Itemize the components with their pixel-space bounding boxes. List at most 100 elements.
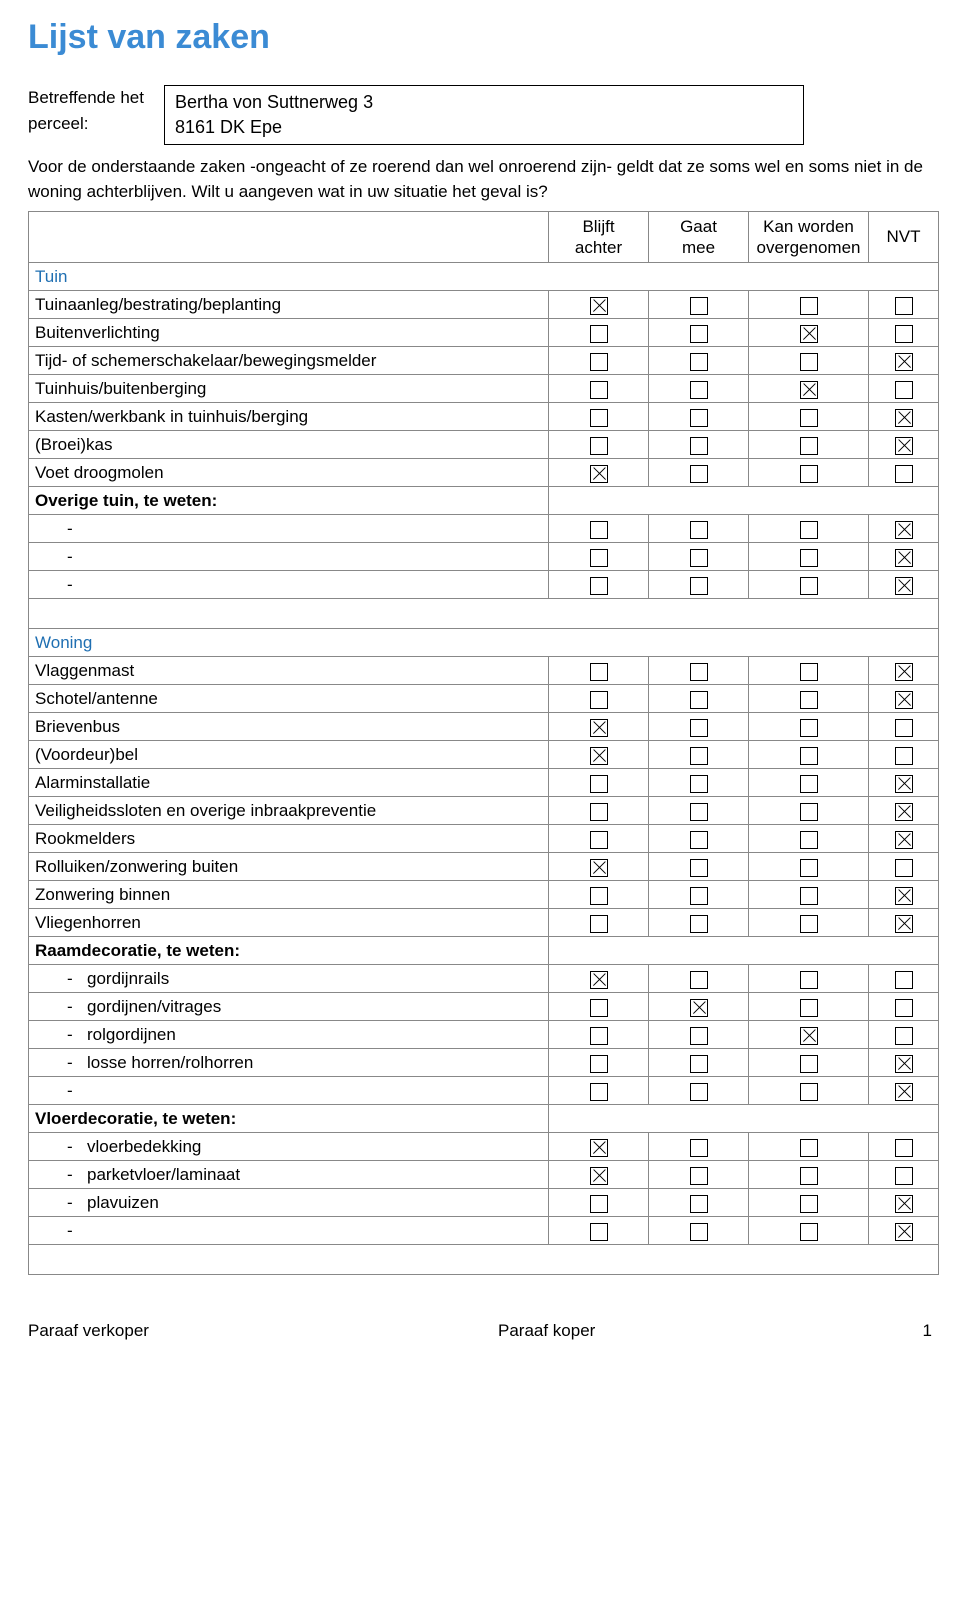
checkbox-unchecked[interactable] — [800, 1223, 818, 1241]
checkbox-unchecked[interactable] — [690, 663, 708, 681]
checkbox-unchecked[interactable] — [895, 971, 913, 989]
checkbox-unchecked[interactable] — [590, 325, 608, 343]
checkbox-unchecked[interactable] — [895, 859, 913, 877]
checkbox-unchecked[interactable] — [800, 803, 818, 821]
checkbox-checked[interactable] — [895, 803, 913, 821]
checkbox-checked[interactable] — [800, 325, 818, 343]
checkbox-checked[interactable] — [895, 577, 913, 595]
checkbox-unchecked[interactable] — [895, 999, 913, 1017]
checkbox-unchecked[interactable] — [690, 971, 708, 989]
checkbox-checked[interactable] — [895, 521, 913, 539]
checkbox-unchecked[interactable] — [690, 859, 708, 877]
checkbox-unchecked[interactable] — [800, 831, 818, 849]
checkbox-checked[interactable] — [590, 1167, 608, 1185]
checkbox-unchecked[interactable] — [895, 1167, 913, 1185]
checkbox-checked[interactable] — [800, 1027, 818, 1045]
checkbox-unchecked[interactable] — [895, 465, 913, 483]
checkbox-unchecked[interactable] — [800, 409, 818, 427]
checkbox-unchecked[interactable] — [800, 663, 818, 681]
checkbox-unchecked[interactable] — [690, 297, 708, 315]
checkbox-unchecked[interactable] — [590, 549, 608, 567]
checkbox-unchecked[interactable] — [590, 353, 608, 371]
checkbox-unchecked[interactable] — [800, 465, 818, 483]
checkbox-unchecked[interactable] — [590, 775, 608, 793]
checkbox-unchecked[interactable] — [690, 691, 708, 709]
checkbox-unchecked[interactable] — [895, 1027, 913, 1045]
checkbox-unchecked[interactable] — [590, 381, 608, 399]
checkbox-unchecked[interactable] — [800, 915, 818, 933]
checkbox-unchecked[interactable] — [800, 437, 818, 455]
checkbox-unchecked[interactable] — [590, 663, 608, 681]
checkbox-unchecked[interactable] — [690, 887, 708, 905]
checkbox-checked[interactable] — [590, 1139, 608, 1157]
checkbox-checked[interactable] — [800, 381, 818, 399]
checkbox-unchecked[interactable] — [800, 1083, 818, 1101]
checkbox-checked[interactable] — [895, 1195, 913, 1213]
checkbox-unchecked[interactable] — [690, 1223, 708, 1241]
checkbox-unchecked[interactable] — [690, 803, 708, 821]
checkbox-unchecked[interactable] — [590, 1055, 608, 1073]
checkbox-unchecked[interactable] — [690, 1139, 708, 1157]
checkbox-unchecked[interactable] — [690, 915, 708, 933]
checkbox-checked[interactable] — [895, 549, 913, 567]
checkbox-unchecked[interactable] — [800, 691, 818, 709]
checkbox-unchecked[interactable] — [690, 325, 708, 343]
checkbox-unchecked[interactable] — [590, 915, 608, 933]
checkbox-checked[interactable] — [895, 1055, 913, 1073]
checkbox-unchecked[interactable] — [590, 1195, 608, 1213]
checkbox-unchecked[interactable] — [800, 1167, 818, 1185]
checkbox-checked[interactable] — [590, 719, 608, 737]
checkbox-unchecked[interactable] — [895, 325, 913, 343]
checkbox-unchecked[interactable] — [800, 353, 818, 371]
checkbox-unchecked[interactable] — [800, 549, 818, 567]
checkbox-checked[interactable] — [895, 353, 913, 371]
checkbox-checked[interactable] — [895, 831, 913, 849]
checkbox-unchecked[interactable] — [895, 297, 913, 315]
checkbox-unchecked[interactable] — [590, 577, 608, 595]
checkbox-unchecked[interactable] — [590, 691, 608, 709]
checkbox-checked[interactable] — [895, 663, 913, 681]
checkbox-unchecked[interactable] — [690, 1195, 708, 1213]
checkbox-unchecked[interactable] — [690, 1055, 708, 1073]
checkbox-unchecked[interactable] — [690, 1027, 708, 1045]
checkbox-checked[interactable] — [895, 437, 913, 455]
checkbox-unchecked[interactable] — [800, 775, 818, 793]
checkbox-checked[interactable] — [895, 1223, 913, 1241]
checkbox-unchecked[interactable] — [800, 577, 818, 595]
checkbox-unchecked[interactable] — [590, 887, 608, 905]
checkbox-unchecked[interactable] — [690, 409, 708, 427]
checkbox-unchecked[interactable] — [590, 1083, 608, 1101]
checkbox-checked[interactable] — [895, 915, 913, 933]
checkbox-unchecked[interactable] — [690, 353, 708, 371]
checkbox-unchecked[interactable] — [590, 831, 608, 849]
checkbox-unchecked[interactable] — [895, 381, 913, 399]
checkbox-checked[interactable] — [590, 971, 608, 989]
checkbox-unchecked[interactable] — [800, 999, 818, 1017]
checkbox-checked[interactable] — [590, 465, 608, 483]
checkbox-unchecked[interactable] — [590, 521, 608, 539]
checkbox-unchecked[interactable] — [590, 999, 608, 1017]
checkbox-unchecked[interactable] — [690, 1083, 708, 1101]
checkbox-unchecked[interactable] — [800, 719, 818, 737]
checkbox-unchecked[interactable] — [895, 1139, 913, 1157]
checkbox-unchecked[interactable] — [800, 1055, 818, 1073]
checkbox-unchecked[interactable] — [690, 747, 708, 765]
checkbox-unchecked[interactable] — [590, 409, 608, 427]
checkbox-checked[interactable] — [590, 747, 608, 765]
checkbox-unchecked[interactable] — [690, 465, 708, 483]
checkbox-unchecked[interactable] — [895, 719, 913, 737]
checkbox-unchecked[interactable] — [800, 887, 818, 905]
checkbox-unchecked[interactable] — [800, 1195, 818, 1213]
checkbox-checked[interactable] — [895, 691, 913, 709]
checkbox-checked[interactable] — [895, 775, 913, 793]
checkbox-unchecked[interactable] — [690, 831, 708, 849]
checkbox-checked[interactable] — [590, 859, 608, 877]
checkbox-checked[interactable] — [895, 409, 913, 427]
checkbox-unchecked[interactable] — [590, 437, 608, 455]
checkbox-checked[interactable] — [590, 297, 608, 315]
checkbox-unchecked[interactable] — [800, 297, 818, 315]
checkbox-unchecked[interactable] — [690, 1167, 708, 1185]
checkbox-checked[interactable] — [690, 999, 708, 1017]
checkbox-unchecked[interactable] — [800, 521, 818, 539]
checkbox-unchecked[interactable] — [590, 803, 608, 821]
